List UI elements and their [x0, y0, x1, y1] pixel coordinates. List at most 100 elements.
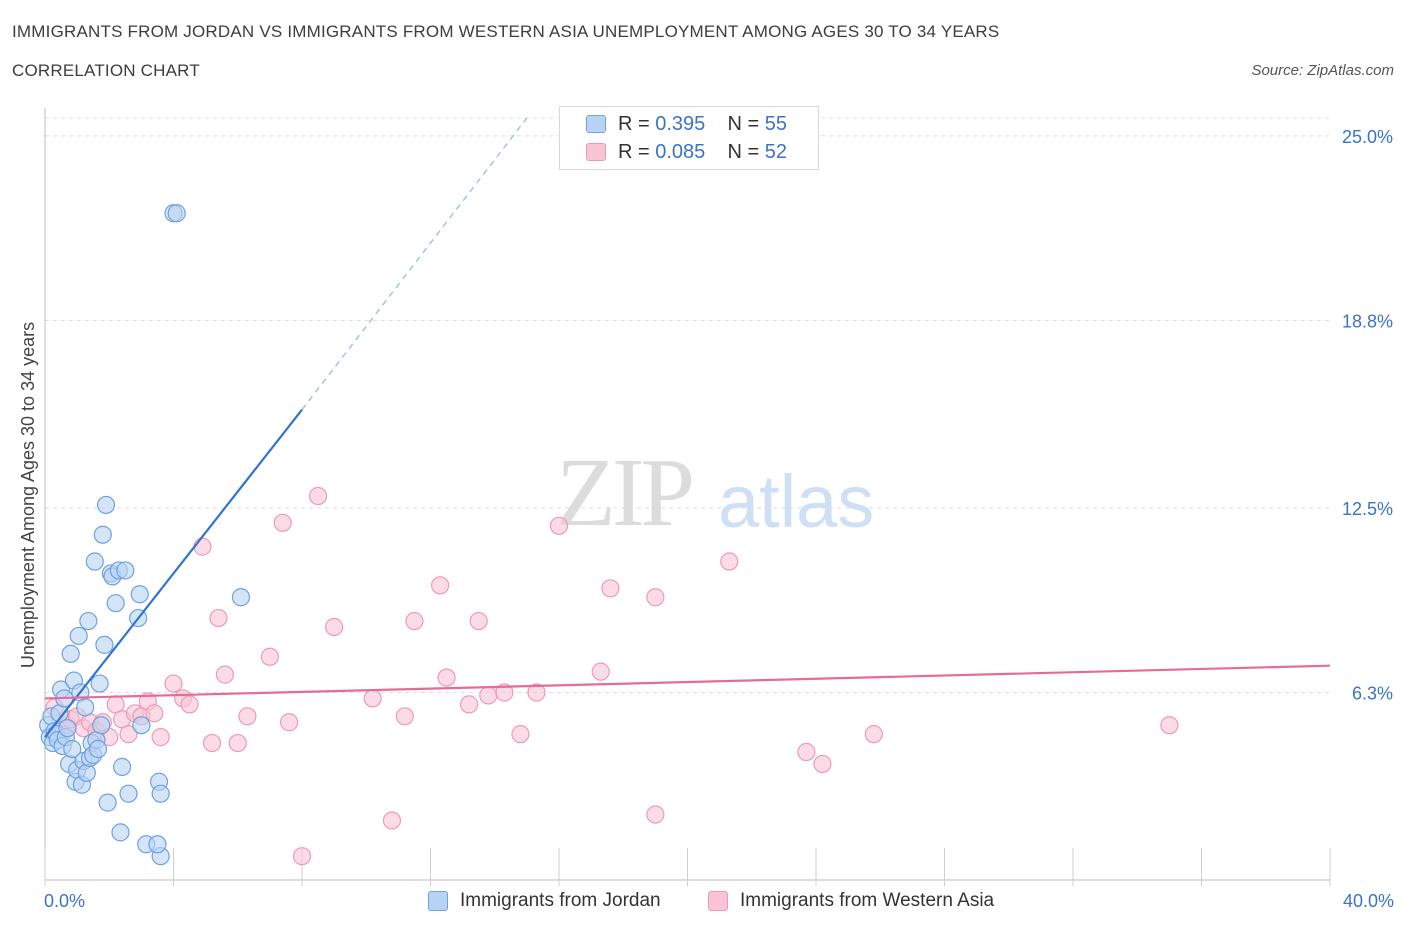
stats-legend: R = 0.395 N = 55 R = 0.085 N = 52 — [559, 106, 819, 170]
legend-n-value: 52 — [764, 140, 788, 163]
point-jordan — [112, 757, 132, 776]
point-western-asia — [1160, 716, 1179, 735]
point-jordan — [93, 525, 112, 544]
point-western-asia — [511, 725, 530, 744]
point-jordan — [130, 585, 149, 604]
point-western-asia — [193, 537, 212, 556]
point-western-asia — [151, 728, 170, 747]
y-axis-title: Unemployment Among Ages 30 to 34 years — [18, 322, 38, 668]
legend-swatch-jordan — [586, 115, 606, 133]
point-western-asia — [202, 733, 222, 753]
point-western-asia — [405, 611, 424, 631]
bottom-legend-label-jordan: Immigrants from Jordan — [460, 890, 661, 911]
point-western-asia — [495, 683, 514, 702]
point-jordan — [85, 552, 104, 571]
point-jordan — [77, 763, 96, 782]
point-jordan — [106, 594, 125, 613]
legend-n-value: 55 — [764, 112, 788, 135]
legend-row-jordan: R = 0.395 N = 55 — [586, 112, 787, 136]
point-western-asia — [459, 695, 479, 714]
point-jordan — [69, 626, 88, 646]
point-western-asia — [215, 665, 234, 684]
point-jordan — [92, 716, 111, 735]
trendline-western-asia — [44, 664, 1331, 700]
grid-lines — [45, 117, 1330, 693]
trendline-jordan — [44, 409, 303, 738]
point-western-asia — [813, 754, 832, 774]
y-tick-labels: 6.3% 12.5% 18.8% 25.0% — [1342, 127, 1393, 704]
point-western-asia — [164, 674, 183, 693]
point-western-asia — [720, 552, 739, 571]
point-western-asia — [325, 617, 344, 637]
bottom-legend-jordan: Immigrants from Jordan — [428, 890, 661, 912]
chart-subtitle: CORRELATION CHART — [12, 61, 200, 80]
point-western-asia — [646, 588, 665, 607]
x-tick-label-min: 0.0% — [44, 891, 86, 911]
chart-title: IMMIGRANTS FROM JORDAN VS IMMIGRANTS FRO… — [12, 22, 1000, 41]
point-jordan — [116, 561, 135, 580]
point-jordan — [167, 204, 186, 223]
legend-row-western-asia: R = 0.085 N = 52 — [586, 140, 787, 164]
bottom-legend-western-asia: Immigrants from Western Asia — [708, 890, 994, 912]
series-jordan-points — [39, 204, 251, 866]
bottom-legend-swatch-jordan — [428, 891, 448, 911]
point-western-asia — [646, 805, 665, 824]
point-western-asia — [308, 486, 328, 506]
point-jordan — [98, 793, 117, 812]
point-jordan — [95, 635, 114, 654]
legend-r-label: R = — [618, 112, 650, 135]
point-western-asia — [431, 576, 450, 595]
point-western-asia — [437, 668, 456, 687]
legend-r-value: 0.395 — [655, 112, 706, 135]
point-jordan — [96, 495, 116, 515]
watermark-atlas: atlas — [718, 460, 874, 543]
y-tick-label: 12.5% — [1342, 499, 1393, 519]
point-western-asia — [209, 608, 228, 628]
watermark-zip: ZIP — [556, 439, 691, 547]
point-western-asia — [601, 579, 620, 598]
point-western-asia — [382, 811, 402, 830]
point-jordan — [231, 588, 251, 607]
trend-lines — [44, 117, 1331, 738]
y-tick-label: 18.8% — [1342, 311, 1393, 331]
point-western-asia — [527, 683, 546, 702]
point-jordan — [132, 716, 151, 735]
point-jordan — [61, 644, 80, 663]
source-label: Source: ZipAtlas.com — [1251, 62, 1394, 79]
point-jordan — [119, 784, 138, 803]
point-western-asia — [395, 707, 414, 726]
bottom-legend-label-western-asia: Immigrants from Western Asia — [740, 890, 995, 911]
point-western-asia — [797, 742, 816, 762]
trendline-jordan-extension — [301, 117, 528, 411]
point-western-asia — [145, 704, 164, 723]
axes — [44, 108, 1331, 886]
legend-n-label: N = — [727, 112, 760, 135]
point-western-asia — [228, 733, 247, 753]
point-western-asia — [238, 707, 257, 726]
point-western-asia — [469, 611, 488, 631]
y-tick-label: 6.3% — [1352, 683, 1393, 703]
point-western-asia — [591, 662, 610, 681]
legend-n-label: N = — [727, 140, 760, 163]
point-western-asia — [292, 847, 312, 866]
legend-swatch-western-asia — [586, 143, 606, 161]
point-jordan — [111, 823, 130, 842]
point-jordan — [151, 784, 170, 803]
point-western-asia — [363, 689, 382, 708]
point-western-asia — [180, 695, 199, 714]
point-western-asia — [273, 513, 292, 532]
point-jordan — [63, 739, 82, 759]
y-tick-label: 25.0% — [1342, 127, 1393, 147]
bottom-legend-swatch-western-asia — [708, 891, 728, 911]
x-tick-label-max: 40.0% — [1342, 891, 1394, 911]
point-western-asia — [479, 686, 498, 705]
point-jordan — [90, 674, 109, 693]
point-western-asia — [119, 725, 138, 744]
point-western-asia — [864, 725, 883, 744]
point-western-asia — [260, 647, 279, 666]
watermark: ZIP atlas — [556, 439, 874, 547]
legend-r-label: R = — [618, 140, 650, 163]
point-jordan — [148, 835, 167, 854]
series-western-asia-points — [45, 486, 1179, 866]
